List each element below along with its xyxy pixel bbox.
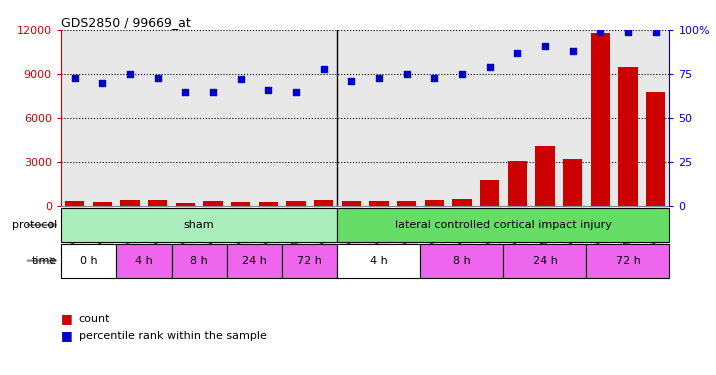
Point — [484, 64, 495, 70]
Bar — [175, 203, 195, 206]
Bar — [586, 244, 669, 278]
Text: 24 h: 24 h — [533, 256, 558, 266]
Point — [539, 43, 551, 49]
Text: lateral controlled cortical impact injury: lateral controlled cortical impact injur… — [395, 220, 612, 230]
Point — [429, 75, 440, 81]
Point — [125, 71, 136, 77]
Point — [512, 50, 523, 56]
Text: GDS2850 / 99669_at: GDS2850 / 99669_at — [61, 16, 190, 29]
Bar — [61, 208, 337, 242]
Text: 0 h: 0 h — [79, 256, 97, 266]
Point — [69, 75, 80, 81]
Point — [235, 76, 246, 82]
Point — [456, 71, 468, 77]
Text: 24 h: 24 h — [242, 256, 267, 266]
Bar — [536, 146, 555, 206]
Bar — [282, 244, 337, 278]
Text: sham: sham — [184, 220, 215, 230]
Text: 4 h: 4 h — [135, 256, 153, 266]
Text: 72 h: 72 h — [297, 256, 322, 266]
Bar — [120, 200, 140, 206]
Bar — [231, 202, 251, 206]
Point — [152, 75, 163, 81]
Point — [318, 66, 329, 72]
Bar — [425, 200, 444, 206]
Point — [346, 78, 357, 84]
Point — [594, 29, 606, 35]
Bar — [258, 202, 278, 206]
Bar — [314, 200, 334, 206]
Point — [180, 89, 191, 95]
Bar — [92, 201, 112, 206]
Point — [650, 29, 662, 35]
Point — [263, 87, 274, 93]
Text: protocol: protocol — [12, 220, 57, 230]
Bar — [369, 201, 389, 206]
Bar — [148, 200, 168, 206]
Bar — [286, 201, 306, 206]
Bar — [61, 244, 116, 278]
Point — [97, 80, 108, 86]
Bar — [563, 159, 582, 206]
Bar — [420, 244, 503, 278]
Bar — [342, 201, 361, 206]
Bar — [116, 244, 172, 278]
Bar — [453, 199, 472, 206]
Bar — [227, 244, 282, 278]
Bar — [646, 92, 665, 206]
Point — [373, 75, 384, 81]
Bar — [480, 180, 499, 206]
Text: 4 h: 4 h — [370, 256, 388, 266]
Text: 8 h: 8 h — [190, 256, 208, 266]
Bar — [337, 208, 669, 242]
Bar — [337, 244, 420, 278]
Text: count: count — [79, 314, 110, 324]
Text: 72 h: 72 h — [616, 256, 640, 266]
Text: ■: ■ — [61, 312, 72, 325]
Point — [401, 71, 412, 77]
Bar — [172, 244, 227, 278]
Point — [622, 29, 634, 35]
Bar — [65, 201, 84, 206]
Bar — [503, 244, 586, 278]
Bar — [619, 67, 638, 206]
Bar — [508, 162, 527, 206]
Text: percentile rank within the sample: percentile rank within the sample — [79, 331, 266, 340]
Text: 8 h: 8 h — [453, 256, 471, 266]
Bar — [397, 201, 416, 206]
Bar — [203, 201, 223, 206]
Point — [567, 48, 579, 54]
Text: time: time — [32, 256, 57, 266]
Point — [208, 89, 219, 95]
Text: ■: ■ — [61, 329, 72, 342]
Bar — [591, 33, 610, 206]
Point — [290, 89, 301, 95]
